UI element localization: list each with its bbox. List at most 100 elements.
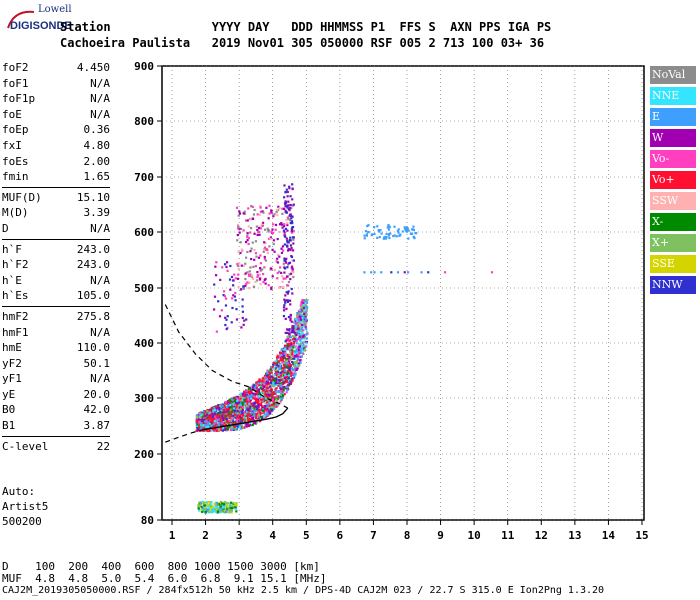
echo-point: [207, 418, 210, 422]
echo-point: [288, 366, 292, 369]
echo-point: [230, 405, 233, 408]
echo-point: [260, 409, 263, 412]
echo-point: [204, 424, 207, 427]
echo-point: [248, 402, 251, 405]
echo-point: [396, 271, 400, 274]
echo-point: [279, 365, 282, 368]
echo-point: [443, 271, 447, 274]
echo-point: [274, 367, 278, 370]
echo-point: [253, 397, 257, 400]
echo-point: [291, 328, 294, 332]
echo-point: [233, 295, 237, 298]
echo-point: [272, 242, 275, 246]
echo-point: [290, 339, 293, 342]
echo-point: [214, 421, 217, 425]
echo-point: [235, 510, 238, 513]
echo-point: [243, 398, 246, 402]
echo-point: [284, 200, 287, 203]
echo-point: [255, 388, 258, 391]
echo-point: [285, 379, 288, 382]
echo-point: [286, 263, 290, 266]
echo-point: [295, 337, 298, 340]
echo-point: [298, 345, 301, 349]
echo-point: [286, 241, 289, 244]
echo-point: [262, 388, 265, 392]
echo-point: [387, 234, 391, 237]
echo-point: [284, 227, 288, 231]
echo-point: [225, 327, 228, 331]
echo-point: [258, 396, 261, 399]
x-tick-label: 2: [202, 529, 209, 542]
echo-point: [300, 329, 303, 333]
echo-point: [281, 275, 284, 278]
param-row: hmE 110.0: [2, 340, 110, 356]
echo-point: [223, 295, 227, 298]
echo-point: [262, 211, 265, 214]
echo-point: [281, 245, 285, 248]
echo-point: [223, 509, 226, 512]
echo-point: [265, 405, 268, 408]
echo-point: [412, 228, 415, 232]
echo-point: [230, 275, 234, 279]
echo-point: [212, 418, 216, 421]
echo-point: [198, 421, 201, 425]
echo-point: [284, 211, 287, 214]
echo-point: [295, 333, 298, 337]
echo-point: [305, 340, 308, 344]
echo-point: [280, 247, 283, 250]
echo-point: [411, 228, 414, 231]
param-row: foF2 4.450: [2, 60, 110, 76]
echo-point: [206, 410, 209, 413]
echo-point: [300, 355, 303, 358]
echo-point: [301, 348, 304, 351]
echo-point: [234, 427, 237, 431]
echo-point: [272, 361, 276, 364]
echo-point: [250, 411, 254, 414]
echo-point: [280, 271, 283, 275]
echo-point: [264, 385, 267, 388]
echo-point: [237, 227, 240, 230]
y-tick-label: 800: [134, 115, 154, 128]
echo-point: [286, 229, 289, 232]
echo-point: [286, 364, 289, 367]
echo-point: [407, 229, 410, 232]
echo-point: [291, 350, 294, 353]
param-row: h`Es 105.0: [2, 288, 110, 304]
echo-point: [226, 269, 229, 272]
echo-point: [292, 271, 295, 274]
echo-point: [256, 270, 259, 274]
echo-point: [252, 403, 256, 406]
echo-point: [271, 248, 274, 251]
echo-point: [216, 506, 219, 509]
echo-point: [263, 241, 266, 244]
echo-point: [280, 222, 283, 225]
echo-point: [287, 372, 290, 375]
echo-point: [237, 416, 240, 419]
param-row: M(D) 3.39: [2, 205, 110, 221]
echo-point: [365, 233, 368, 236]
param-value: N/A: [90, 92, 110, 106]
echo-point: [232, 401, 235, 404]
echo-point: [242, 212, 245, 215]
echo-point: [263, 228, 267, 231]
echo-point: [245, 414, 249, 417]
echo-point: [287, 241, 290, 244]
echo-point: [258, 205, 262, 208]
echo-point: [213, 308, 216, 311]
echo-point: [231, 407, 234, 410]
echo-point: [229, 428, 233, 432]
echo-point: [406, 229, 409, 232]
echo-point: [214, 265, 217, 268]
echo-point: [255, 384, 258, 387]
echo-point: [294, 350, 297, 353]
echo-point: [212, 409, 215, 412]
echo-point: [280, 393, 284, 397]
echo-point: [267, 385, 270, 388]
echo-point: [287, 315, 291, 319]
param-label: foEs: [2, 154, 29, 168]
x-tick-label: 15: [635, 529, 648, 542]
echo-point: [288, 356, 291, 359]
echo-point: [305, 301, 309, 304]
echo-point: [406, 227, 409, 230]
